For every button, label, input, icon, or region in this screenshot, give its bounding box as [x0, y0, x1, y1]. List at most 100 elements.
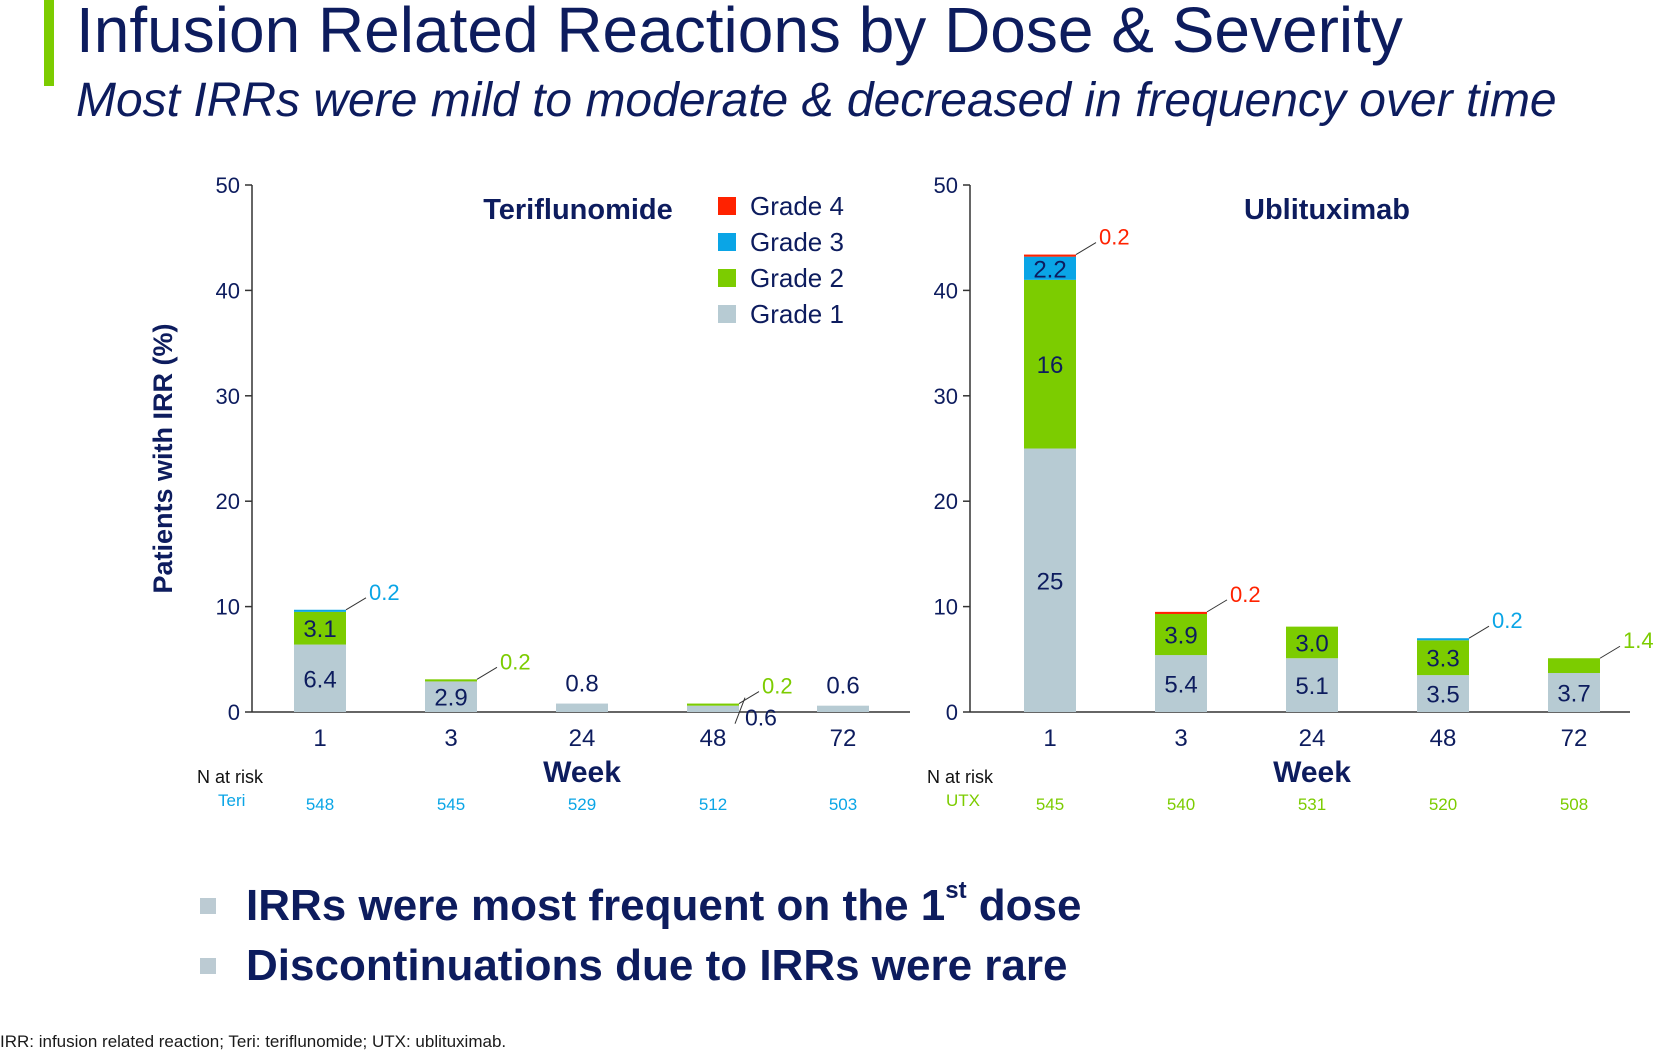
callout-leader: [734, 697, 746, 724]
x-axis-title: Week: [1273, 756, 1351, 789]
x-tick-label: 24: [569, 725, 596, 752]
n-at-risk-row-label: UTX: [946, 791, 980, 810]
x-tick-label: 48: [700, 725, 727, 752]
bar-segment-grade-3: [1024, 256, 1076, 280]
data-label: 0.8: [565, 671, 598, 698]
y-tick-label: 40: [934, 278, 958, 303]
slide-title: Infusion Related Reactions by Dose & Sev…: [76, 0, 1403, 66]
data-label-callout: 0.2: [369, 580, 400, 605]
callout-leader: [1599, 645, 1621, 659]
data-label-callout: 0.6: [745, 705, 777, 731]
callout-leader: [1075, 242, 1097, 255]
bar-segment-grade-1: [687, 705, 739, 712]
key-point-item: IRRs were most frequent on the 1st dose: [200, 876, 1082, 936]
y-tick-label: 40: [216, 278, 240, 303]
key-point-text: IRRs were most frequent on the 1: [246, 881, 946, 930]
n-at-risk-header: N at risk: [927, 767, 994, 787]
legend-label: Grade 3: [750, 227, 844, 257]
callout-leader: [1206, 599, 1228, 613]
legend-swatch: [718, 305, 736, 323]
n-at-risk-value: 512: [699, 795, 727, 814]
callout-leader: [1468, 625, 1490, 639]
data-label: 6.4: [303, 666, 336, 693]
key-point-text: Discontinuations due to IRRs were rare: [246, 941, 1068, 990]
data-label: 3.1: [303, 616, 336, 643]
x-tick-label: 24: [1299, 725, 1326, 752]
data-label-callout: 1.4: [1623, 628, 1654, 653]
callout-leader: [738, 691, 760, 704]
slide-subtitle: Most IRRs were mild to moderate & decrea…: [76, 74, 1557, 127]
n-at-risk-value: 540: [1167, 795, 1195, 814]
legend-swatch: [718, 233, 736, 251]
key-point-suffix: dose: [966, 881, 1082, 930]
key-points-list: IRRs were most frequent on the 1st dose …: [200, 876, 1082, 996]
chart-title: Teriflunomide: [483, 194, 673, 226]
data-label: 3.7: [1557, 681, 1590, 708]
data-label-callout: 0.2: [1230, 582, 1261, 607]
data-label-callout: 0.2: [500, 649, 531, 674]
legend-label: Grade 1: [750, 299, 844, 329]
square-bullet-icon: [200, 898, 216, 914]
bar-segment-grade-1: [294, 644, 346, 712]
bar-segment-grade-2: [1024, 279, 1076, 449]
key-point-item: Discontinuations due to IRRs were rare: [200, 936, 1082, 996]
bar-segment-grade-1: [556, 703, 608, 712]
legend-swatch: [718, 197, 736, 215]
x-tick-label: 3: [1174, 725, 1187, 752]
data-label: 25: [1037, 568, 1064, 595]
n-at-risk-value: 545: [437, 795, 465, 814]
x-tick-label: 48: [1430, 725, 1457, 752]
y-tick-label: 20: [216, 489, 240, 514]
data-label: 5.1: [1295, 673, 1328, 700]
x-tick-label: 1: [1043, 725, 1056, 752]
bar-segment-grade-2: [687, 703, 739, 706]
bar-segment-grade-1: [1548, 673, 1600, 712]
bar-segment-grade-2: [294, 611, 346, 645]
bar-segment-grade-2: [1286, 626, 1338, 659]
n-at-risk-row-label: Teri: [218, 791, 245, 810]
footnote: IRR: infusion related reaction; Teri: te…: [0, 1032, 507, 1051]
y-axis-title: Patients with IRR (%): [148, 323, 178, 593]
data-label-callout: 0.2: [1099, 225, 1130, 250]
n-at-risk-value: 503: [829, 795, 857, 814]
data-label: 2.9: [434, 685, 467, 712]
title-accent-bar: [44, 0, 54, 86]
data-label-callout: 0.2: [1492, 608, 1523, 633]
n-at-risk-value: 531: [1298, 795, 1326, 814]
data-label: 3.3: [1426, 646, 1459, 673]
data-label: 2.2: [1033, 256, 1066, 283]
data-label: 3.9: [1164, 623, 1197, 650]
n-at-risk-value: 520: [1429, 795, 1457, 814]
bar-segment-grade-2: [1417, 640, 1469, 676]
data-label: 0.6: [826, 673, 859, 700]
n-at-risk-value: 548: [306, 795, 334, 814]
bar-segment-grade-3: [1417, 638, 1469, 641]
data-label-callout: 0.2: [762, 674, 793, 699]
legend-swatch: [718, 269, 736, 287]
x-tick-label: 72: [1561, 725, 1588, 752]
square-bullet-icon: [200, 958, 216, 974]
n-at-risk-value: 529: [568, 795, 596, 814]
chart-title: Ublituximab: [1244, 194, 1410, 226]
callout-leader: [476, 666, 498, 680]
y-tick-label: 20: [934, 489, 958, 514]
y-tick-label: 50: [216, 173, 240, 198]
y-tick-label: 30: [216, 384, 240, 409]
y-tick-label: 10: [934, 595, 958, 620]
y-tick-label: 50: [934, 173, 958, 198]
data-label: 5.4: [1164, 672, 1197, 699]
bar-segment-grade-1: [1417, 675, 1469, 712]
n-at-risk-value: 545: [1036, 795, 1064, 814]
n-at-risk-header: N at risk: [197, 767, 264, 787]
y-tick-label: 0: [228, 700, 240, 725]
data-label: 3.5: [1426, 682, 1459, 709]
bar-segment-grade-1: [1155, 655, 1207, 712]
irr-charts: 0 10 20 30 40 50 Teriflunomide Patients with IR…: [148, 173, 1654, 814]
bar-segment-grade-1: [817, 705, 869, 712]
bar-segment-grade-4: [1155, 611, 1207, 614]
data-label: 3.0: [1295, 630, 1328, 657]
x-tick-label: 1: [313, 725, 326, 752]
n-at-risk-value: 508: [1560, 795, 1588, 814]
x-axis-title: Week: [543, 756, 621, 789]
y-tick-label: 30: [934, 384, 958, 409]
